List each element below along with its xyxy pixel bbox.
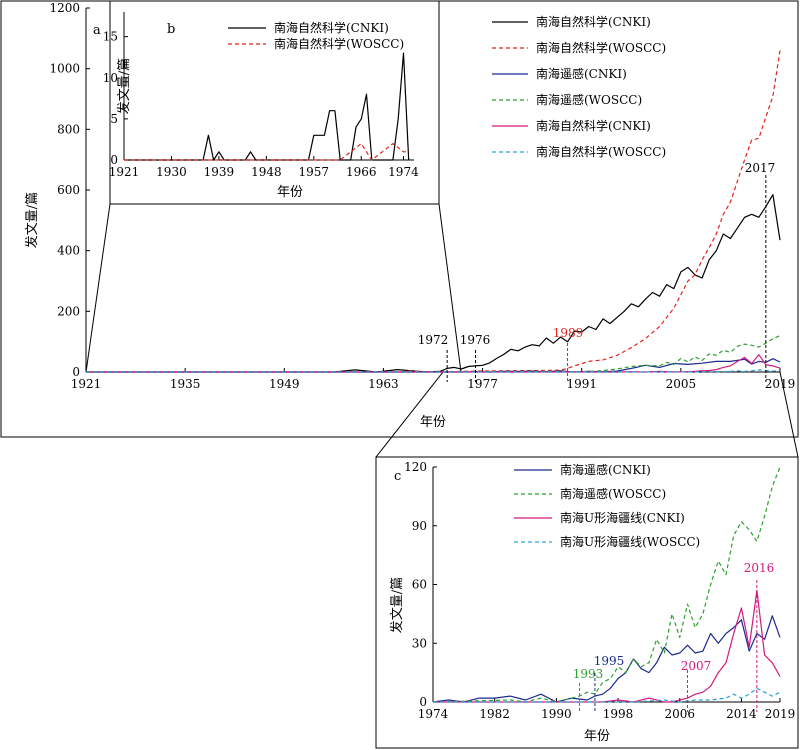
panel-a-label: a (93, 23, 101, 38)
annotation-label: 1976 (460, 333, 491, 347)
x-tick-label: 1998 (603, 707, 634, 721)
y-tick-label: 800 (57, 122, 80, 136)
y-tick-label: 0 (72, 365, 80, 379)
y-axis-label: 发文量/篇 (24, 192, 40, 248)
series-line-3 (86, 358, 781, 373)
panel-b: b 1921 1930 1939 1948 1957 1966 1974 0 5 10 15 年份 发文量… (103, 0, 440, 205)
legend-label: 南海自然科学(CNKI) (536, 118, 651, 133)
x-tick-label: 1977 (467, 377, 498, 391)
y-tick-label: 120 (404, 460, 427, 474)
x-tick-label: 1991 (566, 377, 597, 391)
y-tick-label: 400 (57, 244, 80, 258)
y-tick-label: 10 (103, 71, 118, 85)
zoom-line-b-right (438, 203, 462, 373)
panel-b-frame (109, 0, 440, 205)
panel-c: c 1974 1982 1990 1998 2006 2014 2019 0 30 60 90 120 年… (375, 456, 799, 749)
x-axis-label: 年份 (420, 415, 446, 430)
legend-label: 南海遥感(CNKI) (560, 462, 651, 477)
y-axis-label: 发文量/篇 (389, 577, 405, 633)
x-tick-label: 2019 (765, 707, 796, 721)
series-line-2 (124, 143, 409, 161)
legend-label: 南海自然科学(CNKI) (536, 14, 651, 29)
x-tick-label: 1990 (541, 707, 572, 721)
x-tick-label: 1957 (299, 165, 330, 179)
series-line-2 (432, 466, 781, 703)
y-tick-label: 600 (57, 183, 80, 197)
x-tick-label: 1921 (109, 165, 140, 179)
x-tick-label: 1935 (170, 377, 201, 391)
annotation-label: 2007 (681, 659, 712, 673)
y-tick-label: 1000 (49, 62, 80, 76)
series-line-3 (433, 589, 781, 703)
annotation-label: 2017 (745, 161, 776, 175)
y-tick-label: 5 (110, 112, 118, 126)
x-tick-label: 1930 (156, 165, 187, 179)
x-tick-label: 1974 (388, 165, 419, 179)
y-axis-label: 发文量/篇 (116, 58, 132, 114)
y-tick-label: 60 (412, 578, 427, 592)
legend-label: 南海遥感(WOSCC) (536, 92, 642, 107)
x-tick-label: 1939 (204, 165, 235, 179)
x-tick-label: 1948 (251, 165, 282, 179)
x-axis-label: 年份 (584, 729, 610, 744)
series-line-1 (432, 615, 781, 703)
x-tick-label: 1949 (269, 377, 300, 391)
annotation-label: 1993 (573, 667, 604, 681)
x-tick-label: 1921 (71, 377, 102, 391)
y-tick-label: 1200 (49, 1, 80, 15)
y-tick-label: 0 (419, 695, 427, 709)
zoom-line-b-left (85, 203, 111, 373)
y-tick-label: 30 (412, 636, 427, 650)
legend-label: 南海遥感(WOSCC) (560, 486, 666, 501)
panel-a: 1921 1935 1949 1963 1977 1991 2005 2019 0 200 400 6… (24, 1, 795, 430)
x-tick-label: 1963 (368, 377, 399, 391)
x-tick-label: 1982 (479, 707, 510, 721)
legend-label: 南海U形海疆线(WOSCC) (560, 534, 700, 549)
series-line-1 (124, 52, 410, 161)
legend-label: 南海遥感(CNKI) (536, 66, 627, 81)
zoom-line-c-right (779, 371, 799, 458)
y-tick-label: 15 (103, 30, 118, 44)
x-tick-label: 1966 (346, 165, 377, 179)
series-line-1 (86, 194, 781, 373)
x-axis-label: 年份 (277, 185, 303, 200)
x-tick-label: 2006 (664, 707, 695, 721)
annotation-label: 1995 (594, 654, 625, 668)
series-line-4 (433, 687, 781, 703)
series-line-6 (86, 369, 781, 373)
x-tick-label: 2019 (765, 377, 796, 391)
annotation-label: 2016 (744, 561, 775, 575)
legend-label: 南海自然科学(WOSCC) (536, 144, 666, 159)
y-tick-label: 90 (412, 519, 427, 533)
x-tick-label: 2014 (726, 707, 757, 721)
x-tick-label: 2005 (666, 377, 697, 391)
panel-c-label: c (394, 469, 401, 484)
series-line-2 (86, 50, 781, 373)
legend-label: 南海自然科学(WOSCC) (536, 40, 666, 55)
annotation-label: 1972 (418, 333, 449, 347)
x-tick-label: 1974 (418, 707, 449, 721)
y-tick-label: 200 (57, 304, 80, 318)
legend-label: 南海U形海疆线(CNKI) (560, 510, 685, 525)
panel-b-label: b (167, 22, 175, 37)
legend-label: 南海自然科学(CNKI) (274, 20, 389, 35)
annotation-label: 1989 (553, 326, 584, 340)
zoom-line-c-left (375, 371, 444, 458)
y-tick-label: 0 (110, 153, 118, 167)
legend-label: 南海自然科学(WOSCC) (274, 36, 404, 51)
